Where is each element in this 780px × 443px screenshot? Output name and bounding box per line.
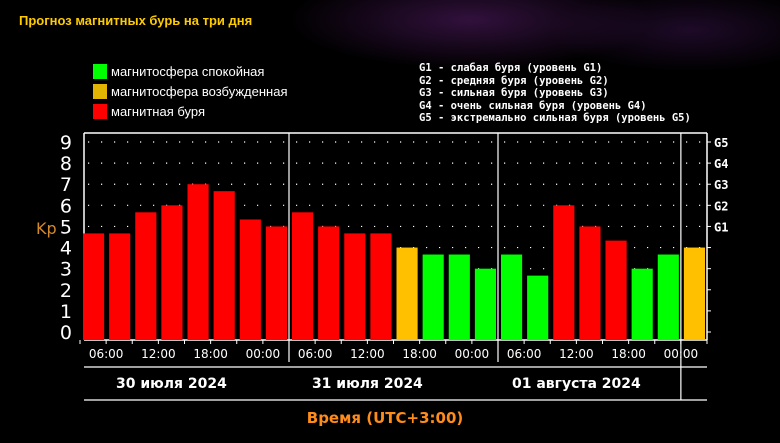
- y-tick-label: 3: [60, 259, 72, 281]
- x-axis-label: Время (UTC+3:00): [307, 409, 463, 427]
- kp-bar: [683, 247, 705, 340]
- kp-bar: [448, 254, 470, 340]
- y-tick-label: 2: [60, 280, 72, 302]
- legend-swatch: [93, 63, 107, 79]
- kp-bar: [553, 205, 575, 340]
- g-legend-item: G3 - сильная буря (уровень G3): [419, 87, 609, 99]
- x-tick-label: 00:00: [455, 347, 490, 361]
- legend-item-storm: магнитная буря: [93, 101, 288, 121]
- legend-item-active: магнитосфера возбужденная: [93, 81, 288, 101]
- kp-bar: [292, 212, 314, 340]
- x-tick-label: 00:00: [664, 347, 699, 361]
- x-tick-label: 06:00: [298, 347, 333, 361]
- g-level-legend: G1 - слабая буря (уровень G1) G2 - средн…: [419, 62, 691, 125]
- kp-bar: [527, 275, 549, 340]
- x-tick-label: 12:00: [350, 347, 385, 361]
- date-label: 31 июля 2024: [312, 376, 423, 392]
- y-tick-label: 9: [60, 132, 72, 154]
- kp-bar: [213, 191, 235, 340]
- kp-bar: [135, 212, 157, 340]
- g-tick-label: G1: [714, 220, 728, 234]
- g-tick-label: G3: [714, 178, 728, 192]
- kp-bar: [187, 184, 209, 340]
- x-tick-label: 18:00: [193, 347, 228, 361]
- date-label: 30 июля 2024: [116, 376, 227, 392]
- x-tick-label: 06:00: [89, 347, 124, 361]
- y-tick-label: 1: [60, 301, 72, 323]
- g-tick-label: G2: [714, 199, 728, 213]
- kp-bar: [605, 240, 627, 340]
- background-haze: [0, 0, 780, 140]
- g-legend-item: G2 - средняя буря (уровень G2): [419, 74, 609, 87]
- kp-bar: [396, 247, 418, 340]
- y-tick-label: 8: [60, 153, 72, 175]
- legend-swatch: [93, 103, 107, 119]
- g-legend-item: G4 - очень сильная буря (уровень G4): [419, 99, 647, 112]
- y-tick-label: 5: [60, 216, 72, 238]
- g-tick-label: G5: [714, 136, 728, 150]
- date-label: 01 августа 2024: [512, 376, 641, 392]
- kp-bar: [83, 233, 105, 340]
- kp-bar: [344, 233, 366, 340]
- x-tick-label: 18:00: [611, 347, 646, 361]
- kp-bar: [631, 268, 653, 340]
- x-tick-label: 12:00: [141, 347, 176, 361]
- color-legend: магнитосфера спокойная магнитосфера возб…: [93, 61, 288, 121]
- legend-label: магнитосфера возбужденная: [111, 83, 288, 99]
- x-tick-label: 18:00: [402, 347, 437, 361]
- kp-bar: [501, 254, 523, 340]
- legend-label: магнитосфера спокойная: [111, 63, 265, 79]
- kp-bar: [370, 233, 392, 340]
- legend-label: магнитная буря: [111, 103, 206, 119]
- y-tick-label: 0: [60, 322, 72, 344]
- g-legend-item: G5 - экстремально сильная буря (уровень …: [419, 112, 691, 124]
- kp-bar: [109, 233, 131, 340]
- legend-swatch: [93, 83, 107, 99]
- y-tick-label: 6: [60, 195, 72, 217]
- kp-bar: [265, 226, 287, 340]
- kp-bar: [579, 226, 601, 340]
- kp-bar: [318, 226, 340, 340]
- y-tick-label: 7: [60, 174, 72, 196]
- y-axis-label: Kp: [36, 219, 57, 238]
- x-tick-label: 06:00: [507, 347, 542, 361]
- g-legend-item: G1 - слабая буря (уровень G1): [419, 62, 603, 74]
- legend-item-quiet: магнитосфера спокойная: [93, 61, 288, 81]
- x-tick-label: 12:00: [559, 347, 594, 361]
- kp-bar: [161, 205, 183, 340]
- kp-bar: [657, 254, 679, 340]
- kp-bar: [422, 254, 444, 340]
- x-tick-label: 00:00: [246, 347, 281, 361]
- g-tick-label: G4: [714, 157, 728, 171]
- kp-bar: [239, 219, 261, 340]
- y-tick-label: 4: [60, 238, 72, 260]
- page-title: Прогноз магнитных бурь на три дня: [19, 13, 253, 28]
- kp-bar: [474, 268, 496, 340]
